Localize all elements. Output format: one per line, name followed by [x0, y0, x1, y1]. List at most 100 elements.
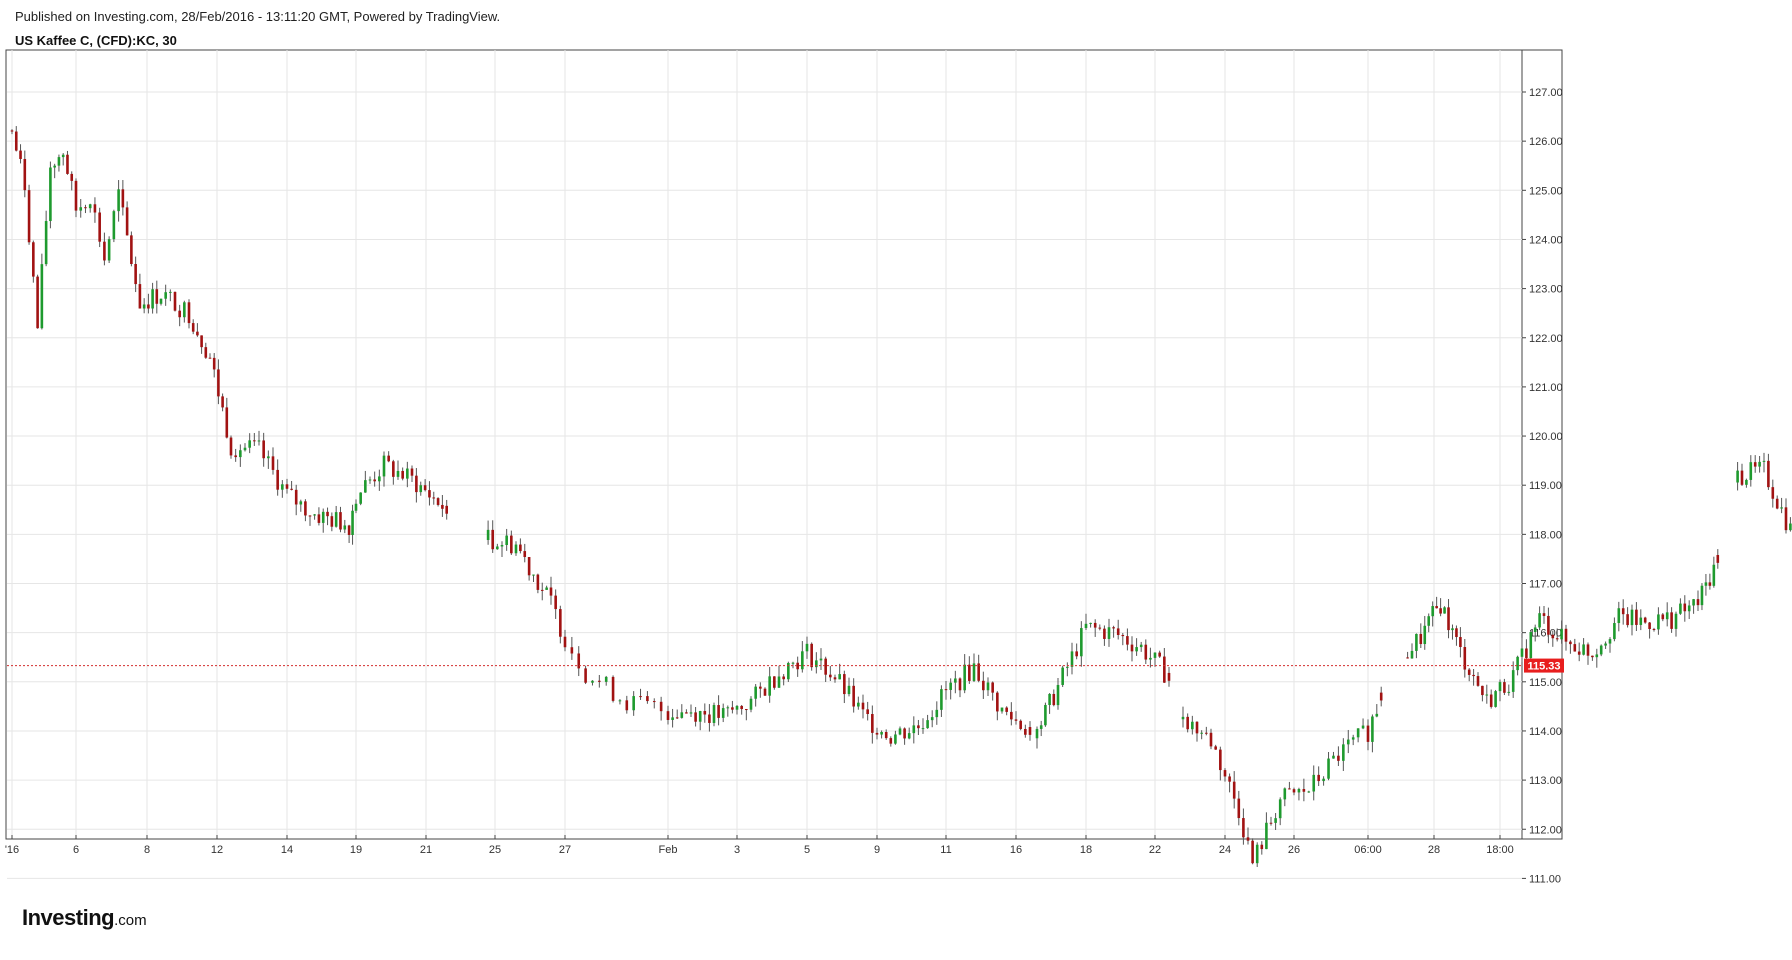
candle-down [1542, 613, 1546, 616]
candle-down [875, 732, 879, 735]
candle-up [857, 702, 860, 707]
candle-down [271, 456, 275, 470]
candle-up [1410, 650, 1414, 659]
candle-down [1573, 644, 1577, 652]
candle-up [735, 705, 739, 710]
candle-down [445, 505, 448, 514]
candle-up [1322, 778, 1325, 782]
y-tick-label: 124.00 [1529, 234, 1563, 246]
candle-down [611, 676, 615, 701]
candle-down [944, 689, 948, 691]
candle-up [926, 720, 929, 729]
candle-up [591, 680, 594, 683]
candle-up [1639, 617, 1643, 625]
candle-up [1613, 623, 1616, 640]
candle-up [689, 712, 693, 714]
candle-down [125, 207, 129, 236]
candle-up [321, 511, 325, 523]
candle-up [698, 711, 702, 722]
candle-down [1214, 746, 1217, 750]
candle-down [1459, 637, 1462, 648]
x-tick-label: 06:00 [1354, 844, 1382, 856]
candle-up [954, 678, 957, 683]
candle-down [540, 589, 544, 591]
candle-down [652, 701, 656, 703]
candle-up [419, 485, 423, 493]
candle-down [731, 707, 734, 710]
candle-down [147, 304, 150, 309]
candle-down [1251, 840, 1254, 864]
candle-up [1762, 460, 1766, 462]
candle-up [1080, 628, 1083, 657]
candle-up [986, 682, 990, 691]
candle-down [1024, 728, 1027, 735]
y-tick-label: 123.00 [1529, 284, 1563, 296]
candle-up [1084, 623, 1088, 629]
candle-down [1463, 647, 1467, 670]
candle-down [554, 595, 557, 610]
candle-down [1696, 599, 1700, 606]
x-tick-label: 25 [489, 844, 501, 856]
candle-down [866, 709, 869, 715]
candle-up [838, 674, 841, 680]
candle-down [491, 529, 494, 550]
candle-down [1219, 749, 1222, 771]
candle-up [1692, 599, 1695, 606]
candle-up [726, 707, 730, 709]
candle-up [1423, 625, 1427, 645]
candle-down [187, 302, 191, 324]
candle-down [1635, 609, 1638, 625]
x-tick-label: 21 [420, 844, 432, 856]
candle-down [745, 709, 748, 711]
candle-up [117, 189, 120, 212]
candle-down [1740, 470, 1744, 485]
candle-up [1617, 608, 1621, 624]
candle-down [1242, 818, 1245, 838]
x-tick-label: 24 [1219, 844, 1231, 856]
candle-down [1121, 634, 1125, 637]
candle-down [977, 663, 980, 681]
candle-down [191, 323, 195, 332]
published-caption: Published on Investing.com, 28/Feb/2016 … [15, 9, 501, 24]
candle-down [1186, 716, 1189, 730]
candle-down [317, 514, 321, 523]
candle-down [225, 407, 229, 438]
candle-up [1089, 622, 1092, 624]
candle-up [1498, 682, 1502, 692]
candle-down [861, 702, 865, 710]
candle-down [1232, 781, 1236, 799]
x-tick-label: 28 [1428, 844, 1440, 856]
candle-down [1019, 720, 1022, 729]
candle-up [712, 705, 716, 723]
candle-up [239, 450, 242, 458]
candle-up [1679, 603, 1682, 614]
candle-up [1265, 822, 1268, 850]
candle-down [1472, 674, 1475, 677]
candle-up [1674, 613, 1678, 629]
candle-down [1292, 789, 1296, 793]
candle-down [1455, 628, 1458, 638]
candle-down [675, 717, 679, 719]
investing-logo[interactable]: Investing.com [22, 905, 147, 931]
candle-down [740, 705, 743, 710]
y-tick-label: 122.00 [1529, 333, 1563, 345]
y-tick-label: 111.00 [1529, 873, 1561, 885]
candle-down [852, 685, 855, 707]
candle-down [1103, 628, 1106, 639]
candle-down [285, 484, 289, 489]
y-tick-label: 120.00 [1529, 431, 1563, 443]
candle-up [1712, 564, 1716, 586]
candle-down [1626, 614, 1629, 626]
candle-up [1371, 716, 1374, 742]
candle-up [44, 221, 48, 265]
candle-down [1098, 627, 1102, 629]
candle-up [801, 651, 804, 670]
candle-up [1687, 605, 1691, 612]
candle-down [759, 686, 762, 689]
y-tick-label: 114.00 [1529, 726, 1562, 738]
candle-up [248, 440, 251, 448]
candle-down [1683, 603, 1687, 612]
candle-up [1511, 670, 1515, 692]
candle-up [164, 292, 167, 299]
